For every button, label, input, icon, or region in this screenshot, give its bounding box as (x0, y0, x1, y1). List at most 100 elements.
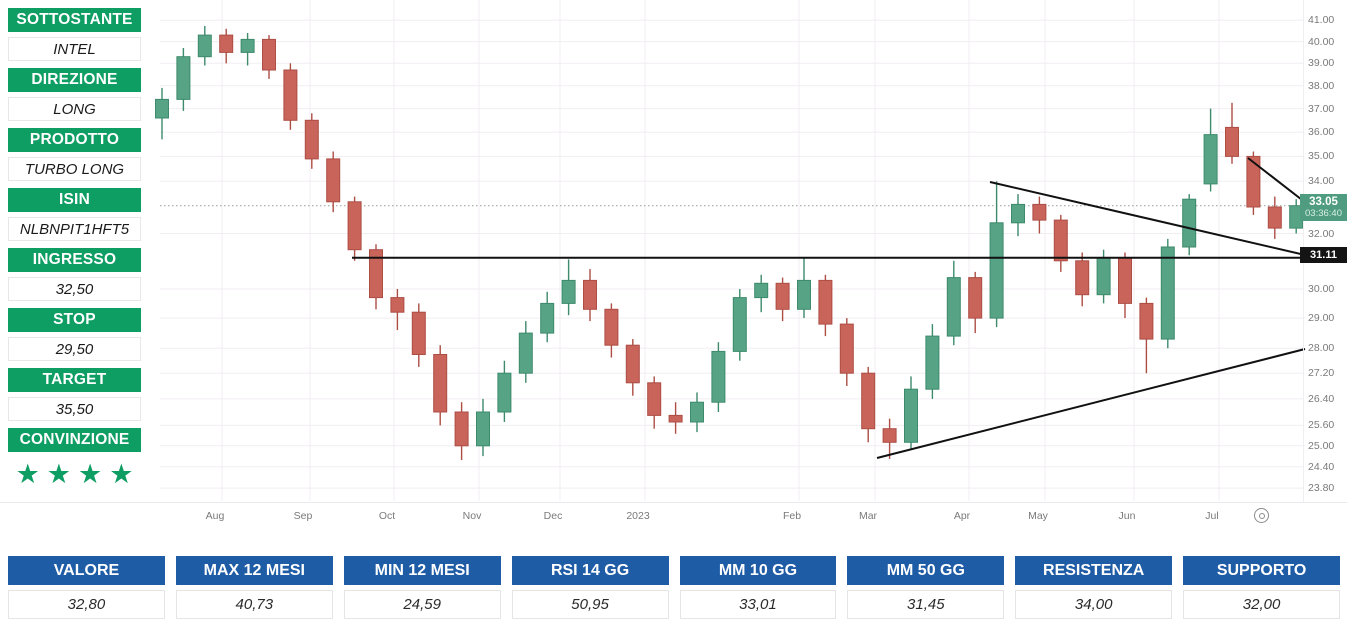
candle (155, 98, 169, 119)
candle (818, 279, 833, 325)
candles-up-layer (155, 26, 1304, 457)
table-header-mm-10-gg: MM 10 GG (679, 556, 837, 585)
sidebar-header-isin: ISIN (8, 188, 141, 212)
price-axis-label[interactable]: 25.00 (1308, 439, 1335, 452)
sidebar-header-ingresso: INGRESSO (8, 248, 141, 272)
candle (604, 308, 619, 346)
price-axis-label[interactable]: 35.00 (1308, 150, 1335, 163)
table-header-supporto: SUPPORTO (1183, 556, 1340, 585)
candle (1225, 126, 1239, 157)
price-axis-label[interactable]: 27.20 (1308, 367, 1335, 380)
candle (1160, 246, 1175, 340)
candle (732, 297, 747, 352)
candle (240, 38, 255, 53)
price-axis-label[interactable]: 26.40 (1308, 392, 1335, 405)
candle (1096, 257, 1111, 296)
bar-countdown: 03:36:40 (1305, 208, 1342, 219)
table-header-max-12-mesi: MAX 12 MESI (175, 556, 333, 585)
table-value-valore: 32,80 (8, 590, 165, 619)
chart-canvas[interactable] (0, 0, 1347, 540)
candlestick-chart[interactable]: 33.05 03:36:40 31.11 41.00 40.00 39.00 38.0… (0, 0, 1347, 540)
price-axis-label[interactable]: 30.00 (1308, 283, 1335, 295)
candle (625, 344, 640, 384)
time-axis-label[interactable]: Mar (858, 510, 878, 522)
time-axis-label[interactable]: Nov (462, 510, 482, 522)
price-axis-label[interactable]: 38.00 (1308, 79, 1335, 92)
candle (326, 158, 341, 203)
table-header-rsi-14-gg: RSI 14 GG (511, 556, 669, 585)
price-axis-label[interactable]: 28.00 (1308, 342, 1335, 355)
candle (647, 382, 662, 416)
time-axis-label[interactable]: Jul (1205, 510, 1219, 522)
sidebar-value-target: 35,50 (8, 397, 141, 421)
candle (1053, 219, 1068, 262)
candle (497, 372, 512, 413)
descending-resistance-trendline[interactable] (989, 181, 1306, 256)
candle (861, 372, 876, 430)
time-axis-label[interactable]: Sep (293, 510, 313, 522)
price-axis-label[interactable]: 32.00 (1308, 227, 1335, 240)
level-price-badge: 31.11 (1300, 247, 1347, 263)
candle (690, 401, 704, 423)
time-axis-label[interactable]: Oct (378, 510, 396, 522)
candle (369, 249, 383, 299)
candle (754, 282, 769, 299)
sidebar-header-convinzione: CONVINZIONE (8, 428, 141, 452)
price-axis-label[interactable]: 25.60 (1308, 419, 1335, 432)
candle (668, 414, 683, 423)
candle (989, 222, 1004, 319)
candle (390, 297, 405, 313)
time-axis-separator (0, 502, 1347, 503)
price-axis-label[interactable]: 37.00 (1308, 102, 1335, 115)
time-axis-label[interactable]: May (1028, 510, 1048, 522)
time-axis-label[interactable]: Aug (205, 510, 225, 522)
ascending-support-trendline[interactable] (876, 348, 1306, 459)
candle (347, 201, 362, 251)
trade-parameters-sidebar: SOTTOSTANTE INTEL DIREZIONE LONG PRODOTTO TUR… (8, 8, 141, 491)
time-axis-label[interactable]: Dec (543, 510, 563, 522)
candle (1118, 257, 1132, 304)
time-axis-label[interactable]: Feb (782, 510, 802, 522)
candle (1011, 203, 1025, 224)
candle (946, 277, 961, 337)
candle (283, 69, 298, 121)
table-value-rsi-14-gg: 50,95 (511, 590, 669, 619)
last-price-badge: 33.05 03:36:40 (1300, 194, 1347, 221)
candle (197, 34, 212, 58)
sidebar-header-direzione: DIREZIONE (8, 68, 141, 92)
price-axis-label[interactable]: 41.00 (1308, 14, 1335, 27)
statistics-table: VALORE MAX 12 MESI MIN 12 MESI RSI 14 GG MM … (8, 556, 1340, 619)
price-axis-label[interactable]: 23.80 (1308, 482, 1335, 495)
candle (1267, 206, 1282, 229)
time-axis-label[interactable]: Apr (953, 510, 971, 522)
price-axis-label[interactable]: 40.00 (1308, 35, 1335, 48)
candle (775, 282, 790, 310)
table-value-mm-50-gg: 31,45 (847, 590, 1005, 619)
candle (1182, 198, 1197, 248)
sidebar-header-target: TARGET (8, 368, 141, 392)
time-axis-label[interactable]: Jun (1118, 510, 1136, 522)
price-axis-label[interactable]: 29.00 (1308, 312, 1335, 325)
time-axis-label[interactable]: 2023 (626, 510, 650, 522)
price-axis-label[interactable]: 36.00 (1308, 126, 1335, 139)
candle (1203, 134, 1218, 185)
short-descending-resistance-trendline[interactable] (1247, 157, 1307, 204)
candle (904, 388, 918, 443)
candle (882, 428, 897, 443)
sidebar-value-direzione: LONG (8, 97, 141, 121)
candle (262, 38, 276, 71)
price-axis-label[interactable]: 24.40 (1308, 460, 1335, 473)
price-axis-label[interactable]: 39.00 (1308, 57, 1335, 70)
table-value-resistenza: 34,00 (1015, 590, 1173, 619)
candle (925, 335, 940, 390)
sidebar-value-ingresso: 32,50 (8, 277, 141, 301)
candles-down-layer (219, 28, 1282, 460)
candle (454, 411, 469, 447)
gear-icon[interactable] (1254, 508, 1269, 523)
candle (561, 279, 576, 304)
price-axis-label[interactable]: 34.00 (1308, 175, 1335, 188)
sidebar-header-prodotto: PRODOTTO (8, 128, 141, 152)
candle (219, 34, 234, 53)
candle (518, 332, 533, 374)
candle (711, 350, 726, 403)
